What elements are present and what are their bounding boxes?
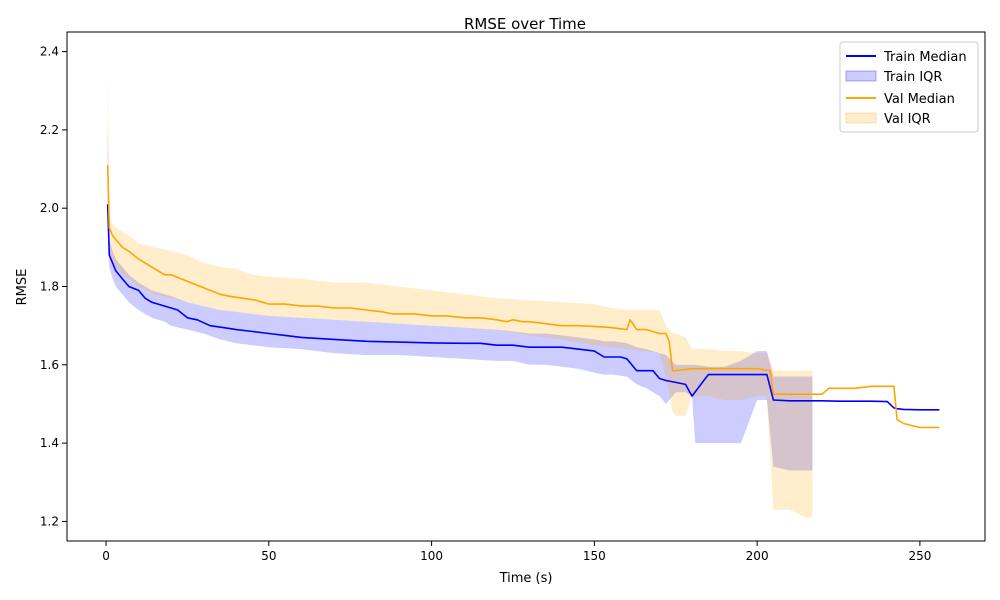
- y-tick-label: 1.6: [40, 358, 59, 372]
- y-tick-label: 2.4: [40, 45, 59, 59]
- train-median-line: [106, 204, 940, 411]
- legend-swatch-val-iqr: [845, 112, 877, 124]
- legend-box: [839, 41, 979, 133]
- y-tick-label: 1.8: [40, 280, 59, 294]
- x-tick-label: 50: [261, 549, 276, 563]
- train-iqr-band: [107, 122, 813, 471]
- x-tick-label: 100: [420, 549, 443, 563]
- legend-label-train-median: Train Median: [883, 50, 967, 65]
- x-tick-label: 150: [583, 549, 606, 563]
- plot-area: [106, 67, 940, 518]
- val-iqr-band: [107, 67, 813, 518]
- legend: Train Median Train IQR Val Median Val IQ…: [839, 41, 979, 133]
- x-tick-label: 0: [102, 549, 110, 563]
- x-tick-label: 250: [908, 549, 931, 563]
- y-tick-label: 1.2: [40, 514, 59, 528]
- val-median-line: [106, 165, 940, 429]
- x-tick-label: 200: [746, 549, 769, 563]
- y-axis: 1.2 1.4 1.6 1.8 2.0 2.2 2.4: [40, 45, 67, 528]
- x-axis-title: Time (s): [499, 571, 553, 586]
- y-axis-title: RMSE: [15, 269, 30, 306]
- y-tick-label: 1.4: [40, 436, 59, 450]
- legend-swatch-train-iqr: [845, 70, 877, 82]
- x-axis: 0 50 100 150 200 250: [102, 541, 931, 563]
- legend-label-val-median: Val Median: [884, 92, 955, 107]
- y-tick-label: 2.2: [40, 123, 59, 137]
- y-tick-label: 2.0: [40, 201, 59, 215]
- legend-label-train-iqr: Train IQR: [883, 70, 942, 85]
- legend-label-val-iqr: Val IQR: [884, 112, 931, 127]
- chart-title: RMSE over Time: [464, 15, 586, 33]
